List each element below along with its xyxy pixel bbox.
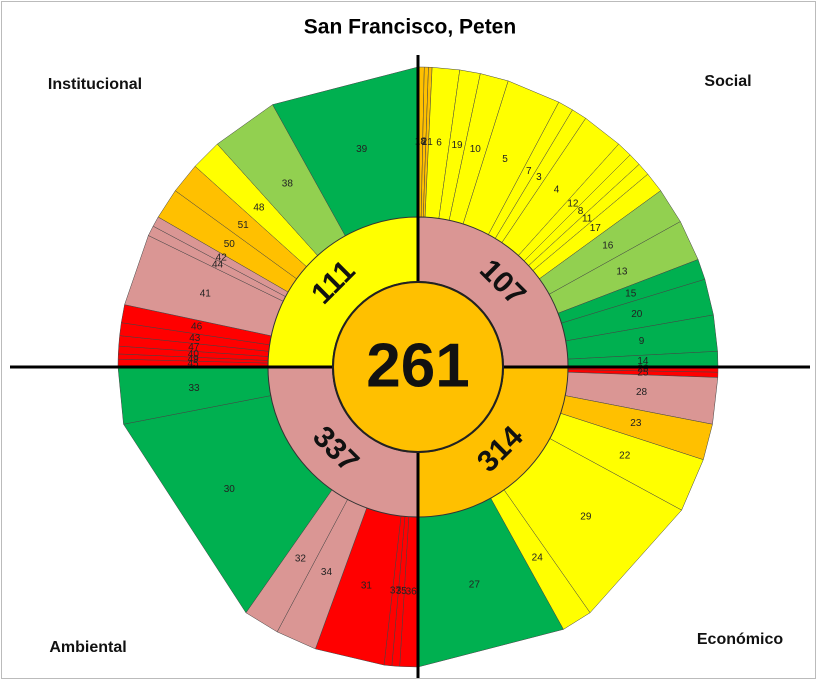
segment-label: 18: [415, 137, 427, 148]
center-value: 261: [366, 331, 469, 400]
chart-title: San Francisco, Peten: [304, 16, 516, 39]
segment-label: 21: [422, 137, 434, 148]
segment-label: 13: [616, 267, 628, 278]
segment-label: 41: [200, 288, 212, 299]
segment-label: 23: [630, 418, 642, 429]
segment-label: 2: [422, 137, 428, 148]
segment-label: 15: [625, 288, 637, 299]
quadrant-name: Económico: [697, 631, 783, 648]
segment-label: 7: [526, 166, 532, 177]
segment-label: 43: [189, 333, 201, 344]
segment-label: 12: [567, 198, 579, 209]
segment-label: 26: [637, 364, 649, 375]
segment-label: 16: [602, 241, 614, 252]
segment-label: 24: [532, 552, 544, 563]
segment-label: 48: [253, 203, 265, 214]
segment-label: 20: [631, 309, 643, 320]
segment-label: 31: [361, 581, 373, 592]
segment-label: 50: [224, 239, 236, 250]
segment-label: 45: [187, 359, 199, 370]
segment-label: 17: [590, 223, 602, 234]
segment-label: 6: [436, 138, 442, 149]
quadrant-name: Ambiental: [49, 639, 126, 656]
segment-label: 44: [212, 259, 224, 270]
segment-label: 39: [356, 144, 368, 155]
segment-label: 30: [224, 484, 236, 495]
segment-label: 47: [188, 342, 200, 353]
segment-label: 42: [216, 253, 228, 264]
segment-label: 36: [406, 587, 418, 598]
segment-label: 19: [452, 140, 464, 151]
segment-label: 9: [639, 336, 645, 347]
segment-label: 32: [295, 553, 307, 564]
segment-label: 46: [191, 322, 203, 333]
segment-label: 14: [637, 356, 649, 367]
segment-label: 29: [580, 511, 592, 522]
segment-label: 33: [188, 383, 200, 394]
segment-label: 11: [582, 213, 593, 224]
quadrant-name: Institucional: [48, 76, 142, 93]
segment-label: 8: [578, 206, 584, 217]
segment-label: 4: [554, 184, 560, 195]
segment-label: 35: [396, 586, 408, 597]
segment-label: 10: [470, 144, 482, 155]
segment-label: 51: [238, 220, 250, 231]
segment-label: 49: [188, 354, 200, 365]
segment-label: 5: [502, 154, 508, 165]
center-disk-top: [332, 281, 504, 453]
segment-label: 34: [321, 567, 333, 578]
segment-label: 22: [619, 450, 631, 461]
segments: [117, 66, 719, 668]
segment-label: 28: [636, 387, 648, 398]
segment-label: 38: [282, 178, 294, 189]
segment-label: 37: [390, 586, 402, 597]
quadrant-name: Social: [704, 73, 751, 90]
segment-label: 27: [469, 579, 481, 590]
segment-label: 40: [188, 349, 200, 360]
segment-label: 25: [637, 368, 649, 379]
segment-label: 3: [536, 172, 542, 183]
